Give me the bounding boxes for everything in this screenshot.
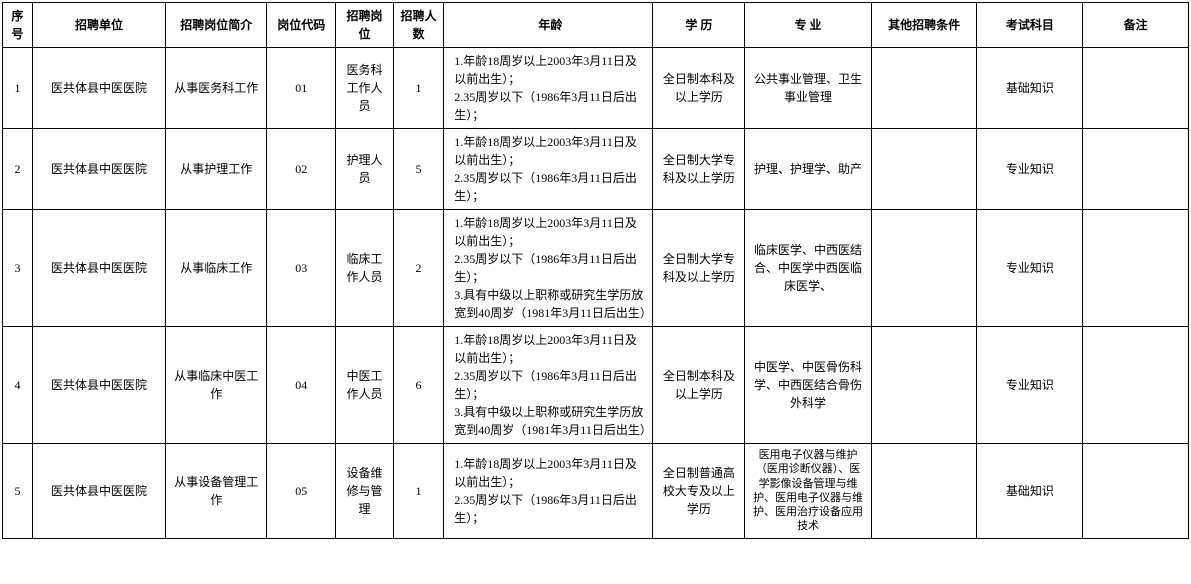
cell-seq: 4 xyxy=(3,327,33,444)
cell-unit: 医共体县中医医院 xyxy=(32,48,165,129)
table-row: 4医共体县中医医院从事临床中医工作04中医工作人员6 1.年龄18周岁以上200… xyxy=(3,327,1189,444)
recruitment-table: 序号 招聘单位 招聘岗位简介 岗位代码 招聘岗位 招聘人数 年龄 学 历 专 业… xyxy=(2,2,1189,539)
header-count: 招聘人数 xyxy=(393,3,444,48)
header-row: 序号 招聘单位 招聘岗位简介 岗位代码 招聘岗位 招聘人数 年龄 学 历 专 业… xyxy=(3,3,1189,48)
cell-desc: 从事临床中医工作 xyxy=(166,327,267,444)
cell-exam: 基础知识 xyxy=(977,444,1083,539)
cell-count: 5 xyxy=(393,129,444,210)
cell-other xyxy=(871,129,977,210)
cell-remark xyxy=(1083,327,1189,444)
cell-count: 1 xyxy=(393,444,444,539)
cell-major: 医用电子仪器与维护（医用诊断仪器）、医学影像设备管理与维护、医用电子仪器与维护、… xyxy=(745,444,871,539)
cell-unit: 医共体县中医医院 xyxy=(32,210,165,327)
cell-code: 02 xyxy=(267,129,336,210)
cell-seq: 1 xyxy=(3,48,33,129)
cell-age: 1.年龄18周岁以上2003年3月11日及以前出生）； 2.35周岁以下（198… xyxy=(444,48,653,129)
header-code: 岗位代码 xyxy=(267,3,336,48)
cell-exam: 专业知识 xyxy=(977,327,1083,444)
cell-unit: 医共体县中医医院 xyxy=(32,129,165,210)
cell-code: 05 xyxy=(267,444,336,539)
table-row: 2医共体县中医医院从事护理工作02护理人员5 1.年龄18周岁以上2003年3月… xyxy=(3,129,1189,210)
header-other: 其他招聘条件 xyxy=(871,3,977,48)
cell-major: 临床医学、中西医结合、中医学中西医临床医学、 xyxy=(745,210,871,327)
header-seq: 序号 xyxy=(3,3,33,48)
cell-edu: 全日制本科及以上学历 xyxy=(653,48,745,129)
cell-other xyxy=(871,444,977,539)
header-major: 专 业 xyxy=(745,3,871,48)
cell-pos: 设备维修与管理 xyxy=(336,444,393,539)
cell-count: 6 xyxy=(393,327,444,444)
cell-unit: 医共体县中医医院 xyxy=(32,327,165,444)
cell-other xyxy=(871,327,977,444)
cell-desc: 从事临床工作 xyxy=(166,210,267,327)
table-row: 3医共体县中医医院从事临床工作03临床工作人员2 1.年龄18周岁以上2003年… xyxy=(3,210,1189,327)
cell-other xyxy=(871,210,977,327)
cell-remark xyxy=(1083,129,1189,210)
cell-code: 04 xyxy=(267,327,336,444)
table-row: 1医共体县中医医院从事医务科工作01医务科工作人员1 1.年龄18周岁以上200… xyxy=(3,48,1189,129)
cell-edu: 全日制本科及以上学历 xyxy=(653,327,745,444)
cell-major: 中医学、中医骨伤科学、中西医结合骨伤外科学 xyxy=(745,327,871,444)
header-desc: 招聘岗位简介 xyxy=(166,3,267,48)
cell-major: 公共事业管理、卫生事业管理 xyxy=(745,48,871,129)
cell-seq: 2 xyxy=(3,129,33,210)
cell-remark xyxy=(1083,48,1189,129)
cell-exam: 基础知识 xyxy=(977,48,1083,129)
cell-age: 1.年龄18周岁以上2003年3月11日及以前出生）； 2.35周岁以下（198… xyxy=(444,129,653,210)
cell-age: 1.年龄18周岁以上2003年3月11日及以前出生）； 2.35周岁以下（198… xyxy=(444,327,653,444)
cell-edu: 全日制大学专科及以上学历 xyxy=(653,210,745,327)
cell-major: 护理、护理学、助产 xyxy=(745,129,871,210)
header-age: 年龄 xyxy=(444,3,653,48)
cell-age: 1.年龄18周岁以上2003年3月11日及以前出生）； 2.35周岁以下（198… xyxy=(444,444,653,539)
table-body: 1医共体县中医医院从事医务科工作01医务科工作人员1 1.年龄18周岁以上200… xyxy=(3,48,1189,539)
header-edu: 学 历 xyxy=(653,3,745,48)
header-unit: 招聘单位 xyxy=(32,3,165,48)
cell-code: 03 xyxy=(267,210,336,327)
header-remark: 备注 xyxy=(1083,3,1189,48)
cell-exam: 专业知识 xyxy=(977,210,1083,327)
cell-code: 01 xyxy=(267,48,336,129)
cell-edu: 全日制普通高校大专及以上学历 xyxy=(653,444,745,539)
cell-remark xyxy=(1083,210,1189,327)
cell-exam: 专业知识 xyxy=(977,129,1083,210)
cell-pos: 护理人员 xyxy=(336,129,393,210)
cell-age: 1.年龄18周岁以上2003年3月11日及以前出生）； 2.35周岁以下（198… xyxy=(444,210,653,327)
cell-pos: 中医工作人员 xyxy=(336,327,393,444)
header-exam: 考试科目 xyxy=(977,3,1083,48)
cell-edu: 全日制大学专科及以上学历 xyxy=(653,129,745,210)
cell-seq: 3 xyxy=(3,210,33,327)
cell-desc: 从事医务科工作 xyxy=(166,48,267,129)
cell-other xyxy=(871,48,977,129)
cell-remark xyxy=(1083,444,1189,539)
cell-pos: 临床工作人员 xyxy=(336,210,393,327)
cell-desc: 从事护理工作 xyxy=(166,129,267,210)
header-pos: 招聘岗位 xyxy=(336,3,393,48)
cell-pos: 医务科工作人员 xyxy=(336,48,393,129)
cell-count: 2 xyxy=(393,210,444,327)
cell-count: 1 xyxy=(393,48,444,129)
table-row: 5医共体县中医医院从事设备管理工作05设备维修与管理1 1.年龄18周岁以上20… xyxy=(3,444,1189,539)
cell-desc: 从事设备管理工作 xyxy=(166,444,267,539)
cell-unit: 医共体县中医医院 xyxy=(32,444,165,539)
cell-seq: 5 xyxy=(3,444,33,539)
